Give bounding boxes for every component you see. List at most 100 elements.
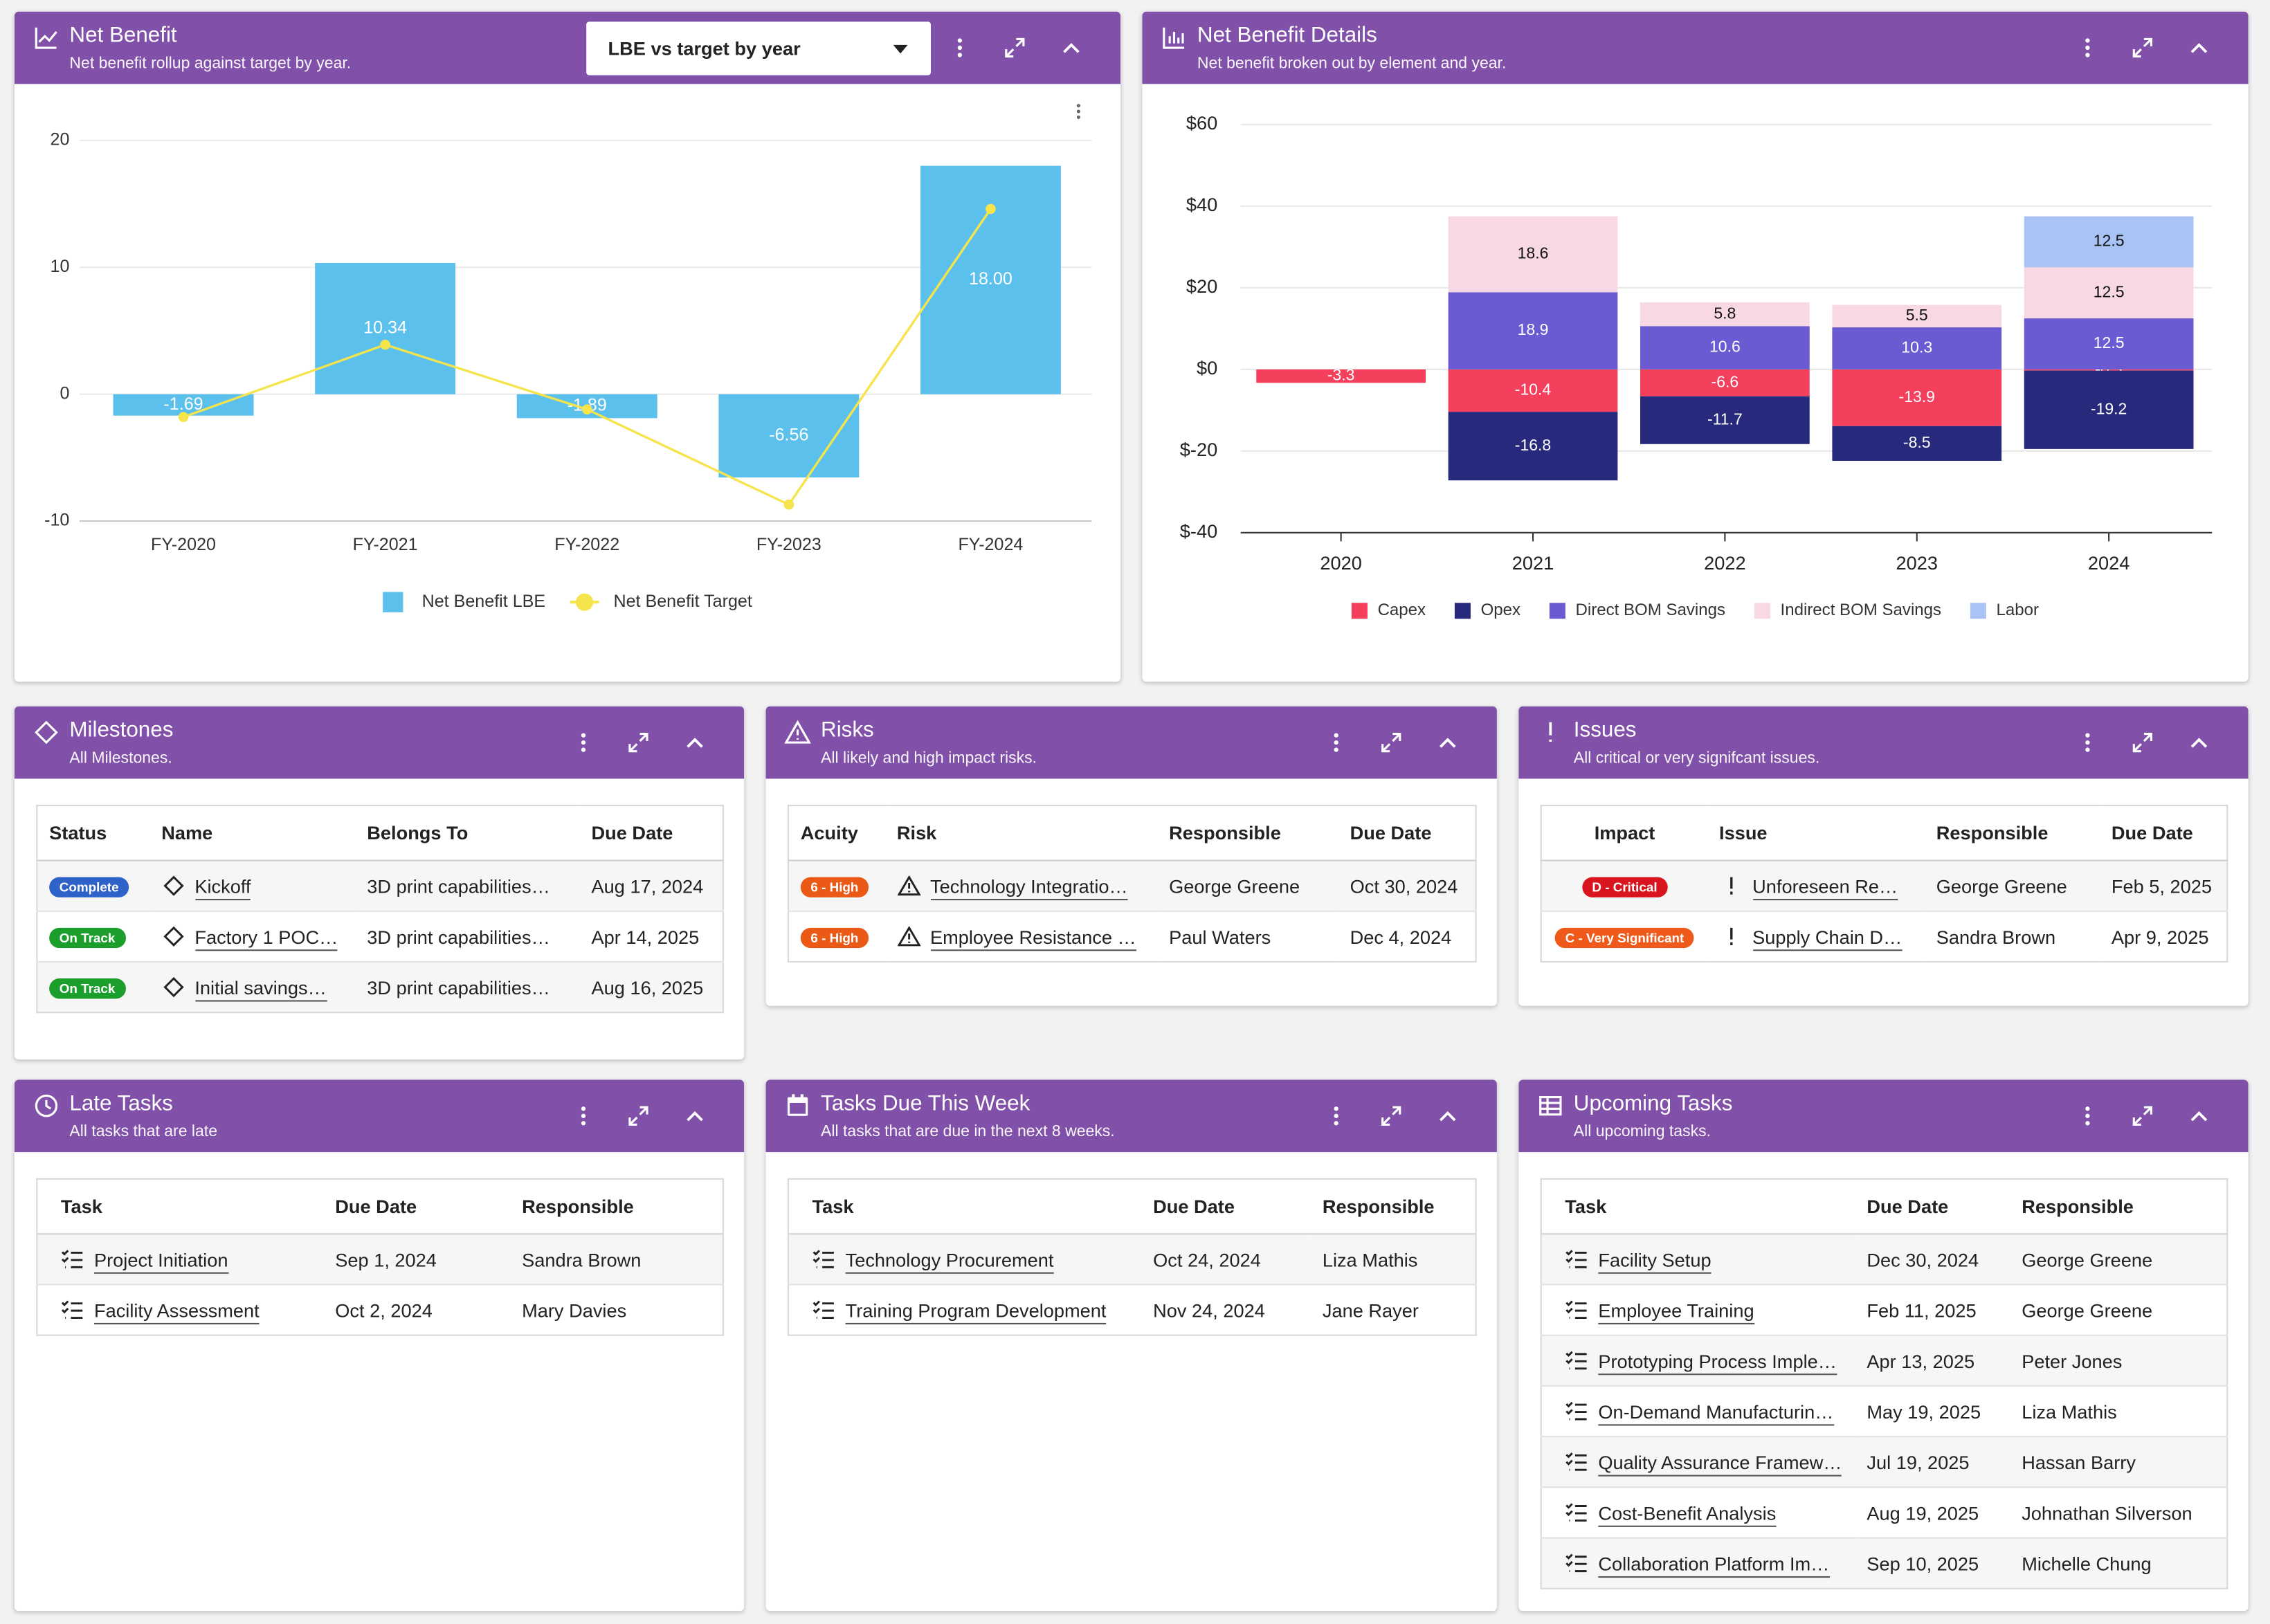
icon-shape [812, 1249, 834, 1268]
link-cell: Technology Integratio… [885, 859, 1158, 911]
table-row[interactable]: Project Initiation Sep 1, 2024 Sandra Brow… [37, 1233, 723, 1285]
chart-menu[interactable] [1070, 101, 1087, 121]
table-row[interactable]: Prototyping Process Imple… Apr 13, 2025 Pe… [1541, 1334, 2228, 1386]
table-row[interactable]: Complete Kickoff 3D print capabilities… Aug… [37, 859, 723, 911]
table-head: Acuity Risk Responsible Due Date [788, 805, 1476, 861]
more-menu[interactable] [572, 731, 594, 754]
row-link[interactable]: Technology Procurement [845, 1248, 1054, 1273]
column-header: Responsible [1925, 805, 2100, 861]
badge-cell: On Track [37, 910, 150, 962]
panel-title: Net Benefit [69, 23, 177, 48]
more-menu[interactable] [2076, 731, 2099, 754]
table-row[interactable]: Quality Assurance Framew… Jul 19, 2025 Has… [1541, 1436, 2228, 1488]
row-link[interactable]: Supply Chain D… [1752, 925, 1903, 951]
table-row[interactable]: Collaboration Platform Im… Sep 10, 2025 Mi… [1541, 1537, 2228, 1589]
row-link[interactable]: On-Demand Manufacturin… [1598, 1400, 1834, 1425]
icon-shape [957, 45, 963, 51]
table-row[interactable]: On Track Initial savings… 3D print capabil… [37, 960, 723, 1013]
icon-shape [1539, 1096, 1562, 1116]
table-row[interactable]: 6 - High Technology Integratio… George Gre… [788, 859, 1476, 911]
row-link[interactable]: Quality Assurance Framew… [1598, 1451, 1842, 1476]
table-head: Task Due Date Responsible [37, 1178, 723, 1235]
icon-shape [628, 1106, 648, 1126]
row-link[interactable]: Project Initiation [93, 1248, 228, 1273]
row-link[interactable]: Employee Training [1598, 1299, 1754, 1324]
table-cell: Oct 30, 2024 [1338, 859, 1476, 911]
more-menu[interactable] [572, 1104, 594, 1127]
row-icon [1565, 1248, 1588, 1268]
collapse-button[interactable] [1436, 731, 1459, 754]
row-icon [896, 924, 920, 946]
row-link[interactable]: Unforeseen Re… [1752, 875, 1898, 900]
panel: Issues All critical or very signifcant is… [1518, 706, 2249, 1006]
row-link[interactable]: Facility Setup [1598, 1248, 1711, 1273]
row-link[interactable]: Kickoff [194, 875, 251, 900]
link-cell: Facility Setup [1541, 1233, 1855, 1285]
icon-shape [38, 31, 57, 43]
row-link[interactable]: Prototyping Process Imple… [1598, 1349, 1837, 1375]
table-row[interactable]: Cost-Benefit Analysis Aug 19, 2025 Johnath… [1541, 1486, 2228, 1538]
panel-icon [33, 25, 60, 51]
table-row[interactable]: 6 - High Employee Resistance … Paul Waters… [788, 910, 1476, 962]
more-menu[interactable] [2076, 1104, 2099, 1127]
row-link[interactable]: Facility Assessment [93, 1299, 260, 1324]
collapse-button[interactable] [2188, 1104, 2210, 1127]
row-link[interactable]: Training Program Development [845, 1299, 1107, 1324]
collapse-button[interactable] [683, 731, 706, 754]
collapse-button[interactable] [1436, 1104, 1459, 1127]
row-link[interactable]: Initial savings… [194, 976, 327, 1001]
badge-cell: C - Very Significant [1541, 910, 1708, 962]
expand-button[interactable] [1004, 36, 1026, 59]
icon-shape [2085, 1106, 2090, 1126]
table-cell: Feb 5, 2025 [2100, 859, 2228, 911]
more-menu[interactable] [1325, 1104, 1347, 1127]
table-row[interactable]: Employee Training Feb 11, 2025 George Gree… [1541, 1284, 2228, 1335]
expand-button[interactable] [2131, 1104, 2154, 1127]
expand-button[interactable] [2131, 731, 2154, 754]
row-link[interactable]: Technology Integratio… [930, 875, 1128, 900]
row-link[interactable]: Factory 1 POC… [194, 925, 338, 951]
expand-button[interactable] [627, 731, 650, 754]
icon-shape [1334, 740, 1338, 745]
expand-button[interactable] [1379, 731, 1402, 754]
icon-shape [163, 875, 183, 895]
table-cell: Oct 2, 2024 [323, 1284, 511, 1335]
row-link[interactable]: Collaboration Platform Im… [1598, 1552, 1830, 1578]
table-cell: Nov 24, 2024 [1141, 1284, 1311, 1335]
icon-shape [1440, 738, 1456, 748]
column-header: Responsible [1157, 805, 1338, 861]
more-menu[interactable] [2076, 36, 2099, 59]
icon-shape [1334, 1106, 1338, 1111]
icon-shape [1565, 1350, 1587, 1369]
table-row[interactable]: On-Demand Manufacturin… May 19, 2025 Liza … [1541, 1385, 2228, 1437]
collapse-button[interactable] [2188, 36, 2210, 59]
row-link[interactable]: Cost-Benefit Analysis [1598, 1502, 1777, 1526]
expand-button[interactable] [627, 1104, 650, 1127]
panel-header: Milestones All Milestones. [14, 706, 745, 779]
collapse-button[interactable] [1060, 36, 1082, 59]
more-menu[interactable] [1325, 731, 1347, 754]
collapse-button[interactable] [683, 1104, 706, 1127]
icon-shape [687, 738, 703, 748]
table-row[interactable]: C - Very Significant Supply Chain D… Sandr… [1541, 910, 2228, 962]
collapse-button[interactable] [2188, 731, 2210, 754]
table-row[interactable]: Training Program Development Nov 24, 2024… [788, 1284, 1476, 1335]
row-link[interactable]: Employee Resistance … [930, 925, 1136, 951]
data-table: Task Due Date Responsible Technology Procur… [787, 1178, 1477, 1336]
expand-button[interactable] [2131, 36, 2154, 59]
table-row[interactable]: On Track Factory 1 POC… 3D print capabilit… [37, 910, 723, 962]
table-row[interactable]: Facility Setup Dec 30, 2024 George Greene [1541, 1233, 2228, 1285]
table-row[interactable]: Technology Procurement Oct 24, 2024 Liza M… [788, 1233, 1476, 1285]
dropdown[interactable]: LBE vs target by year [586, 21, 932, 75]
row-icon [1565, 1451, 1588, 1471]
panel-icon [784, 720, 812, 746]
icon-shape [628, 1106, 648, 1126]
expand-button[interactable] [1379, 1104, 1402, 1127]
icon-shape [2085, 733, 2090, 738]
table-row[interactable]: Facility Assessment Oct 2, 2024 Mary Davie… [37, 1284, 723, 1335]
more-menu[interactable] [948, 36, 971, 59]
table-body: 6 - High Technology Integratio… George Gre… [788, 859, 1476, 962]
table-row[interactable]: D - Critical Unforeseen Re… George Greene F… [1541, 859, 2228, 911]
icon-shape [1729, 876, 1732, 894]
icon-shape [581, 740, 586, 745]
